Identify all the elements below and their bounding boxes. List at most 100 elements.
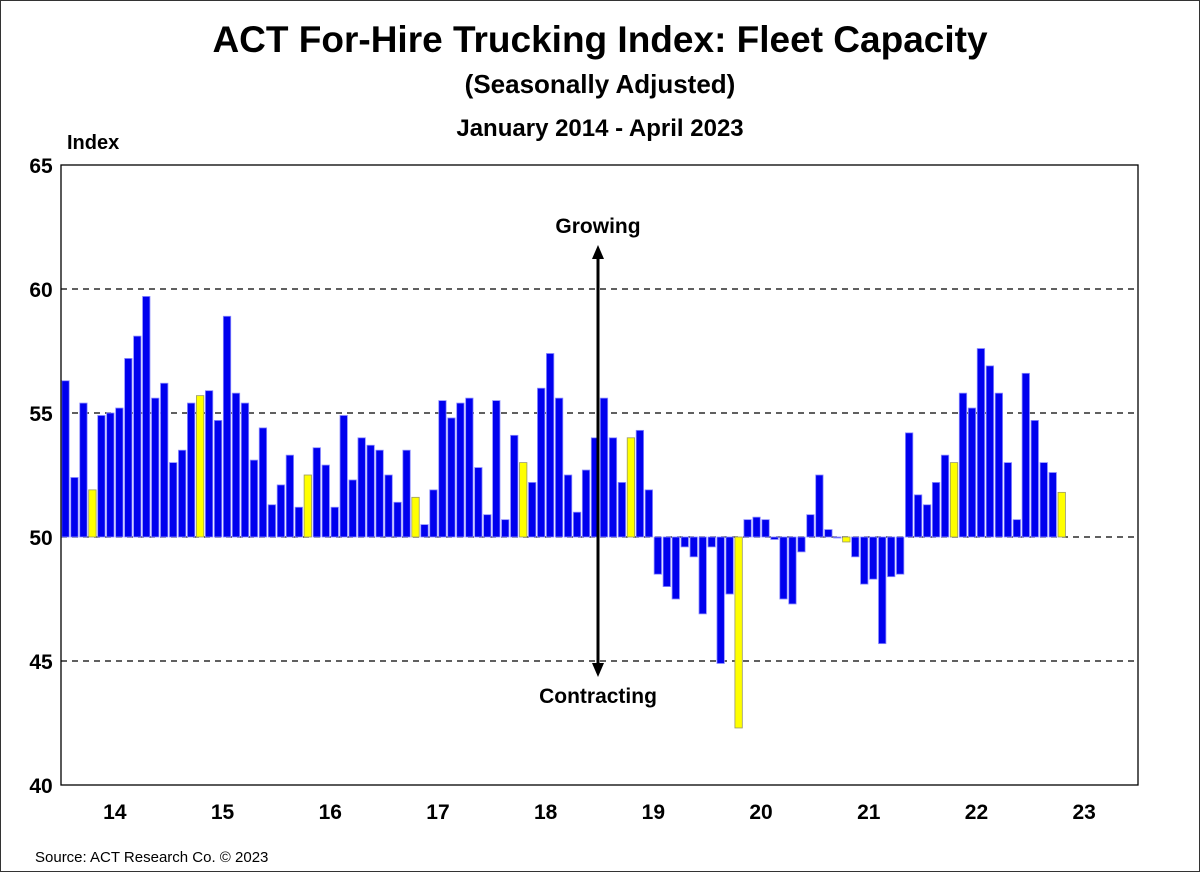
bar — [905, 432, 914, 538]
bar — [330, 506, 339, 538]
bar — [222, 315, 232, 538]
annotation-growing: Growing — [555, 215, 640, 238]
bar — [285, 454, 294, 538]
x-tick-label: 14 — [103, 801, 127, 824]
bar — [555, 397, 564, 538]
bar — [240, 402, 250, 538]
bar — [743, 519, 752, 538]
bar — [994, 392, 1003, 538]
y-tick-label: 45 — [29, 651, 53, 674]
bar-april — [519, 462, 528, 538]
bar — [420, 524, 429, 538]
bar — [851, 536, 860, 558]
bar — [169, 462, 178, 538]
bar — [599, 397, 609, 538]
bar — [644, 489, 653, 538]
bar — [896, 536, 905, 575]
plot-area — [60, 164, 1139, 786]
bar — [1030, 420, 1039, 538]
bar-april — [303, 474, 312, 538]
bar — [537, 387, 546, 538]
x-tick-label: 17 — [426, 801, 449, 824]
x-tick-label: 20 — [749, 801, 772, 824]
bar — [528, 482, 537, 538]
bar — [474, 467, 483, 538]
bar — [357, 437, 366, 538]
y-tick-label: 55 — [29, 403, 53, 426]
bar — [887, 536, 896, 578]
bar — [761, 519, 770, 538]
bar — [833, 536, 842, 539]
bar — [824, 529, 833, 538]
bar — [294, 506, 303, 538]
bar-april — [949, 462, 959, 538]
bar — [501, 519, 510, 538]
bar — [79, 402, 88, 538]
bar-april — [411, 496, 420, 538]
bar — [967, 407, 977, 538]
bar — [752, 516, 761, 538]
x-tick-label: 15 — [211, 801, 235, 824]
bar — [635, 429, 644, 538]
bar — [151, 397, 160, 538]
bar — [931, 482, 941, 538]
chart-period: January 2014 - April 2023 — [456, 115, 744, 142]
bar-april — [842, 536, 851, 543]
bar — [770, 536, 779, 540]
annotation-contracting: Contracting — [539, 685, 657, 708]
bar — [806, 514, 815, 538]
bar — [375, 449, 384, 538]
arrow-down-icon — [592, 663, 604, 677]
x-tick-label: 16 — [319, 801, 342, 824]
bar — [321, 464, 330, 538]
bar — [510, 434, 519, 538]
chart-title: ACT For-Hire Trucking Index: Fleet Capac… — [212, 19, 988, 60]
bar — [698, 536, 707, 615]
bar — [124, 358, 133, 538]
bar — [1048, 472, 1057, 538]
bar — [878, 536, 887, 645]
bar — [922, 504, 932, 538]
bar — [231, 392, 241, 538]
bar — [608, 437, 618, 538]
bar — [985, 365, 995, 538]
bar — [429, 489, 438, 538]
bar — [106, 412, 115, 538]
bar-april — [626, 437, 636, 538]
bar — [815, 474, 824, 538]
bar — [1003, 462, 1012, 538]
bar — [204, 390, 214, 538]
bar — [869, 536, 878, 580]
bar — [61, 380, 70, 538]
bar — [187, 402, 196, 538]
bar — [779, 536, 788, 600]
bar — [178, 449, 187, 538]
bar — [707, 536, 716, 548]
bar — [456, 402, 465, 538]
bar — [572, 511, 582, 538]
bar — [653, 536, 662, 575]
bar — [716, 536, 725, 664]
bar — [725, 536, 734, 595]
bar — [581, 469, 591, 538]
bar — [797, 536, 806, 553]
bar — [1012, 519, 1021, 538]
bar — [213, 420, 223, 538]
bar — [339, 415, 348, 538]
bar — [115, 407, 124, 538]
bar-april — [734, 536, 743, 729]
bar — [860, 536, 869, 585]
bar — [465, 397, 474, 538]
bar — [617, 482, 627, 538]
bar — [267, 504, 277, 538]
bar — [384, 474, 393, 538]
bar — [348, 479, 357, 538]
y-tick-label: 40 — [29, 775, 52, 798]
bar-april — [88, 489, 97, 538]
y-tick-label: 60 — [29, 279, 52, 302]
source-note: Source: ACT Research Co. © 2023 — [35, 849, 269, 866]
chart-subtitle: (Seasonally Adjusted) — [464, 69, 736, 99]
bar — [70, 477, 79, 538]
